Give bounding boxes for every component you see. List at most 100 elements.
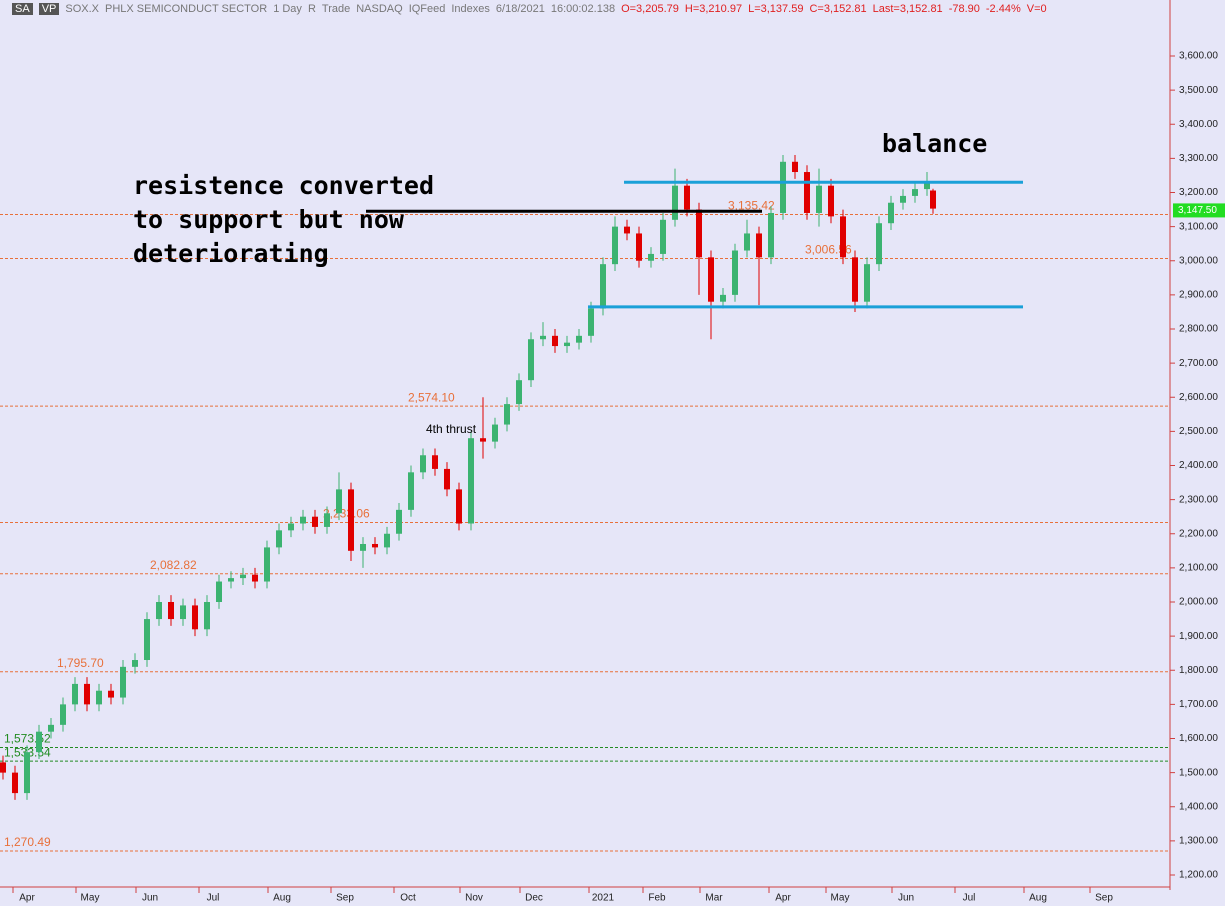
x-tick-label: Nov bbox=[465, 893, 483, 904]
y-tick-label: 1,500.00 bbox=[1179, 767, 1218, 778]
candle-body bbox=[420, 455, 426, 473]
last-price-label: 3,147.50 bbox=[1178, 205, 1217, 216]
x-tick-label: Mar bbox=[705, 893, 723, 904]
candle-body bbox=[540, 335, 546, 340]
y-tick-label: 3,300.00 bbox=[1179, 153, 1218, 164]
candle-body bbox=[0, 762, 6, 773]
y-tick-label: 2,800.00 bbox=[1179, 324, 1218, 335]
candle-body bbox=[930, 190, 936, 209]
header-item[interactable]: R bbox=[307, 3, 316, 15]
header-item: -78.90 bbox=[948, 3, 980, 15]
candle-body bbox=[720, 294, 726, 302]
candle-body bbox=[876, 223, 882, 265]
candle-body bbox=[852, 257, 858, 302]
annotation-text: deteriorating bbox=[133, 239, 329, 268]
candle-body bbox=[228, 578, 234, 582]
y-tick-label: 2,200.00 bbox=[1179, 528, 1218, 539]
candle-body bbox=[156, 602, 162, 620]
candle-body bbox=[240, 574, 246, 579]
y-tick-label: 2,300.00 bbox=[1179, 494, 1218, 505]
y-tick-label: 3,400.00 bbox=[1179, 119, 1218, 130]
y-tick-label: 1,900.00 bbox=[1179, 631, 1218, 642]
candle-body bbox=[792, 161, 798, 173]
candle-body bbox=[168, 602, 174, 620]
candle-body bbox=[108, 690, 114, 698]
candle-body bbox=[144, 619, 150, 661]
x-tick-label: Jul bbox=[963, 893, 976, 904]
header-item: -2.44% bbox=[985, 3, 1021, 15]
header-item: IQFeed bbox=[408, 3, 446, 15]
y-tick-label: 1,200.00 bbox=[1179, 870, 1218, 881]
candle-body bbox=[816, 185, 822, 213]
header-item[interactable]: 1 Day bbox=[273, 3, 302, 15]
candle-body bbox=[384, 533, 390, 548]
candle-body bbox=[516, 380, 522, 405]
candle-body bbox=[468, 438, 474, 524]
y-tick-label: 3,600.00 bbox=[1179, 51, 1218, 62]
candle-body bbox=[828, 185, 834, 217]
candle-body bbox=[492, 424, 498, 442]
candle-body bbox=[528, 339, 534, 381]
candle-body bbox=[744, 233, 750, 251]
header: SA VP SOX.X PHLX SEMICONDUCT SECTOR 1 Day R Tr… bbox=[0, 0, 1180, 18]
candle-body bbox=[336, 489, 342, 514]
candle-body bbox=[600, 264, 606, 309]
x-tick-label: Jul bbox=[207, 893, 220, 904]
candle-body bbox=[84, 683, 90, 705]
candle-body bbox=[504, 404, 510, 425]
y-tick-label: 3,500.00 bbox=[1179, 85, 1218, 96]
candle-body bbox=[444, 468, 450, 490]
candle-body bbox=[300, 516, 306, 524]
candle-body bbox=[624, 226, 630, 234]
header-item[interactable]: VP bbox=[38, 3, 60, 15]
y-tick-label: 2,600.00 bbox=[1179, 392, 1218, 403]
candle-body bbox=[888, 202, 894, 224]
x-tick-label: May bbox=[81, 893, 100, 904]
candle-body bbox=[348, 489, 354, 551]
y-tick-label: 3,200.00 bbox=[1179, 187, 1218, 198]
y-tick-label: 2,700.00 bbox=[1179, 358, 1218, 369]
x-tick-label: Dec bbox=[525, 893, 543, 904]
candle-body bbox=[216, 581, 222, 602]
candle-body bbox=[588, 308, 594, 336]
header-item: C=3,152.81 bbox=[809, 3, 867, 15]
y-tick-label: 3,000.00 bbox=[1179, 255, 1218, 266]
x-tick-label: Sep bbox=[1095, 893, 1113, 904]
candle-body bbox=[132, 660, 138, 667]
candle-body bbox=[780, 161, 786, 213]
y-tick-label: 2,900.00 bbox=[1179, 290, 1218, 301]
x-tick-label: Aug bbox=[273, 893, 291, 904]
annotation-text: to support but now bbox=[133, 205, 405, 234]
candle-body bbox=[684, 185, 690, 210]
candle-body bbox=[900, 195, 906, 203]
y-tick-label: 2,400.00 bbox=[1179, 460, 1218, 471]
candle-body bbox=[804, 172, 810, 213]
candle-body bbox=[36, 731, 42, 753]
candle-body bbox=[192, 605, 198, 630]
header-item[interactable]: PHLX SEMICONDUCT SECTOR bbox=[105, 3, 268, 15]
x-tick-label: Sep bbox=[336, 893, 354, 904]
level-label: 1,270.49 bbox=[4, 835, 51, 849]
candle-body bbox=[912, 189, 918, 196]
header-item: Trade bbox=[321, 3, 351, 15]
candle-body bbox=[552, 335, 558, 347]
candle-body bbox=[840, 216, 846, 258]
candle-body bbox=[96, 690, 102, 705]
candle-body bbox=[72, 683, 78, 705]
header-item[interactable]: SOX.X bbox=[65, 3, 99, 15]
candle-body bbox=[612, 226, 618, 265]
header-item: NASDAQ bbox=[356, 3, 403, 15]
candle-body bbox=[264, 547, 270, 582]
header-item: Last=3,152.81 bbox=[872, 3, 943, 15]
x-tick-label: Jun bbox=[898, 893, 914, 904]
candle-body bbox=[360, 543, 366, 551]
candle-body bbox=[480, 438, 486, 442]
level-label: 1,795.70 bbox=[57, 656, 104, 670]
candle-body bbox=[408, 472, 414, 510]
x-tick-label: May bbox=[831, 893, 850, 904]
header-item[interactable]: SA bbox=[12, 3, 33, 15]
candle-body bbox=[204, 602, 210, 630]
candle-body bbox=[864, 264, 870, 302]
x-tick-label: Aug bbox=[1029, 893, 1047, 904]
y-tick-label: 2,500.00 bbox=[1179, 426, 1218, 437]
